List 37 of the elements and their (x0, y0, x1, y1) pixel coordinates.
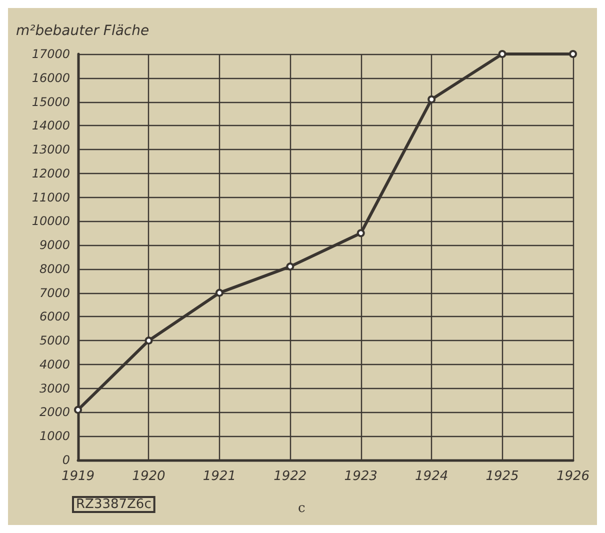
point (569, 50, 577, 58)
y-tick-label: 16000 (32, 70, 70, 85)
x-tick-label: 1920 (132, 469, 166, 484)
y-tick-label: 10000 (32, 214, 70, 228)
y-tick-label: 7000 (39, 286, 70, 300)
y-tick-label: 15000 (32, 94, 70, 109)
y-tick-label: 17000 (32, 47, 70, 61)
y-tick-label: 14000 (32, 118, 70, 133)
y-tick-label: 6000 (39, 310, 70, 324)
y-tick-label: 8000 (39, 262, 70, 276)
y-tick-label: 13000 (32, 142, 70, 157)
y-axis-title: m²bebauter Fläche (16, 23, 150, 39)
point (144, 336, 153, 345)
y-tick-label: 12000 (32, 166, 70, 180)
x-tick-label: 1922 (274, 469, 307, 484)
x-tick-label: 1923 (344, 469, 378, 484)
point (428, 95, 436, 104)
y-tick-label: 0 (62, 453, 70, 467)
x-tick-label: 1921 (202, 469, 236, 484)
y-tick-label: 2000 (39, 405, 70, 420)
y-tick-label: 3000 (39, 381, 70, 396)
y-tick-label: 11000 (32, 190, 70, 204)
point (74, 406, 82, 414)
y-tick-label: 5000 (39, 334, 70, 348)
x-tick-label: 1926 (556, 469, 590, 484)
y-tick-label: 1000 (39, 429, 70, 444)
x-tick-label: 1924 (415, 469, 448, 484)
point (498, 50, 506, 58)
text: RZ3387Z6c (76, 497, 152, 512)
x-tick-label: 1925 (486, 469, 519, 484)
text: c (298, 501, 306, 516)
point (356, 229, 365, 238)
y-tick-label: 9000 (39, 238, 70, 252)
point (215, 288, 224, 297)
point (286, 262, 294, 271)
y-tick-label: 4000 (39, 357, 70, 372)
x-tick-label: 1919 (61, 469, 95, 484)
